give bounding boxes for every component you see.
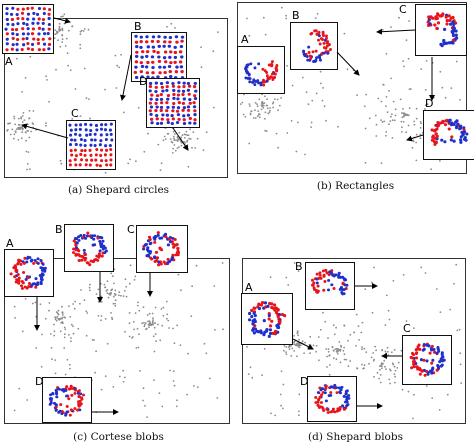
panel-b-label-d: D — [425, 97, 434, 110]
panel-c-label-b: B — [55, 223, 63, 236]
panel-b-inset-b — [290, 22, 338, 70]
panel-c-inset-b — [64, 224, 114, 272]
panel-a-inset-d — [146, 78, 200, 128]
panel-a-label-a: A — [5, 55, 13, 68]
panel-a-label-b: B — [134, 20, 142, 33]
panel-c-arrows — [34, 272, 153, 415]
panel-a-inset-c — [66, 120, 116, 170]
panel-c-caption: (c) Cortese blobs — [73, 431, 164, 443]
panel-a-inset-b — [131, 32, 187, 82]
panel-b-label-b: B — [292, 9, 300, 22]
panel-b-inset-c — [415, 4, 467, 56]
panel-a-inset-a — [2, 4, 54, 54]
panel-d-inset-b — [305, 262, 355, 310]
panel-a-caption: (a) Shepard circles — [67, 184, 170, 196]
panel-b-inset-a — [237, 46, 285, 94]
panel-b-label-a: A — [241, 33, 249, 46]
panel-c-inset-d — [42, 377, 92, 423]
panel-a: A B D C (a) Shepard circles — [0, 0, 237, 224]
panel-c-label-c: C — [127, 223, 135, 236]
panel-a-arrows — [21, 17, 189, 151]
panel-d-label-c: C — [403, 322, 411, 335]
panel-b-inset-d — [423, 110, 474, 160]
panel-c-label-d: D — [35, 375, 44, 388]
panel-c: A B C D (c) Cortese blobs — [0, 223, 237, 447]
panel-c-inset-c — [136, 225, 188, 273]
panel-b-caption: (b) Rectangles — [316, 180, 395, 192]
panel-d-label-d: D — [300, 375, 309, 388]
panel-b: A B C D (b) Rectangles — [237, 0, 474, 224]
panel-d-inset-c — [402, 335, 452, 385]
panel-d-label-a: A — [245, 281, 253, 294]
panel-d-inset-a — [241, 293, 293, 345]
panel-c-scatter — [13, 261, 224, 421]
panel-b-label-c: C — [399, 3, 407, 16]
panel-b-arrows — [336, 28, 435, 142]
panel-c-inset-a — [4, 249, 54, 297]
panel-d-label-b: B — [295, 260, 303, 273]
panel-d-arrows — [292, 283, 402, 409]
panel-a-label-d: D — [139, 75, 148, 88]
panel-d-inset-d — [307, 376, 357, 422]
panel-a-label-c: C — [71, 107, 79, 120]
panel-c-label-a: A — [6, 237, 14, 250]
panel-d: A B C D (d) Shepard blobs — [237, 224, 474, 447]
panel-d-caption: (d) Shepard blobs — [308, 431, 403, 443]
